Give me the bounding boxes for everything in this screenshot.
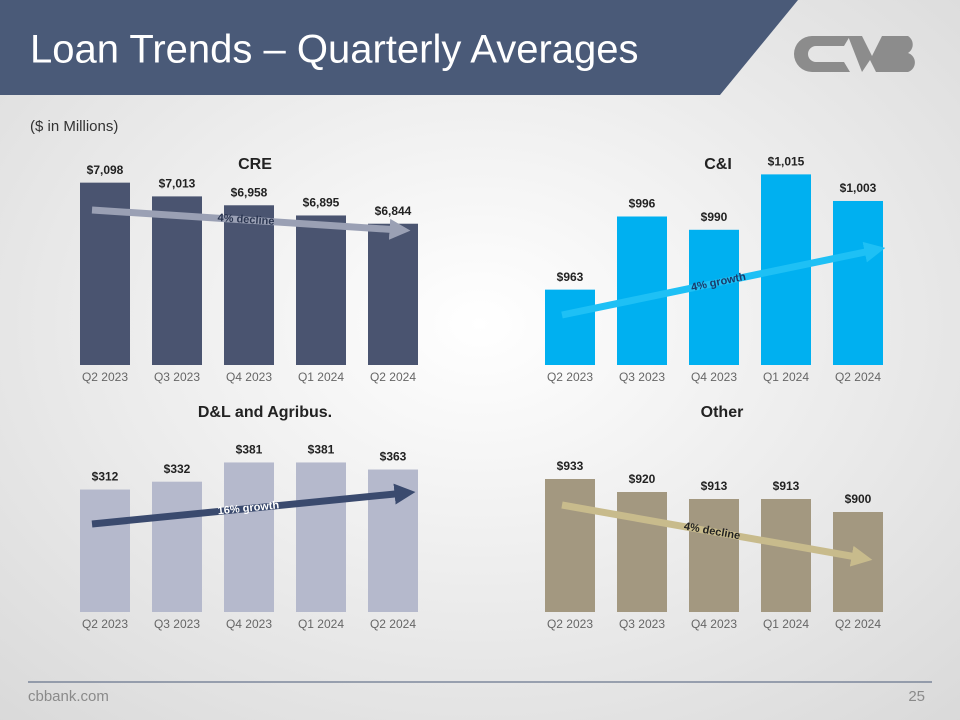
value-label: $332 (164, 462, 191, 476)
chart-title: C&I (704, 156, 732, 173)
value-label: $363 (380, 450, 407, 464)
bar (545, 479, 595, 612)
x-tick-label: Q2 2024 (370, 617, 416, 631)
value-label: $900 (845, 492, 872, 506)
trend-arrow (91, 483, 416, 528)
bar (152, 196, 202, 365)
x-tick-label: Q2 2024 (835, 617, 881, 631)
value-label: $913 (701, 479, 728, 493)
value-label: $996 (629, 197, 656, 211)
footer-site: cbbank.com (28, 688, 109, 705)
value-label: $312 (92, 470, 119, 484)
value-label: $7,013 (159, 177, 196, 191)
x-tick-label: Q2 2023 (547, 370, 593, 384)
x-tick-label: Q3 2023 (154, 617, 200, 631)
bar (761, 499, 811, 612)
trend-arrow (91, 206, 411, 240)
x-tick-label: Q1 2024 (298, 370, 344, 384)
x-tick-label: Q3 2023 (619, 617, 665, 631)
x-tick-label: Q1 2024 (763, 370, 809, 384)
value-label: $963 (557, 270, 584, 284)
x-tick-label: Q3 2023 (154, 370, 200, 384)
value-label: $1,015 (768, 155, 805, 169)
value-label: $913 (773, 479, 800, 493)
bar (224, 205, 274, 365)
trend-arrow (561, 501, 873, 567)
bar (152, 481, 202, 612)
x-tick-label: Q4 2023 (691, 617, 737, 631)
value-label: $381 (308, 443, 335, 457)
bar (368, 223, 418, 365)
x-tick-label: Q2 2023 (82, 370, 128, 384)
value-label: $1,003 (840, 181, 877, 195)
bar (689, 499, 739, 612)
logo (794, 36, 915, 72)
value-label: $933 (557, 459, 584, 473)
bar (617, 492, 667, 612)
chart-title: Other (701, 404, 744, 421)
slide-title: Loan Trends – Quarterly Averages (30, 28, 639, 72)
bar (80, 489, 130, 612)
value-label: $990 (701, 210, 728, 224)
x-tick-label: Q2 2024 (370, 370, 416, 384)
bar (545, 289, 595, 365)
bar (833, 200, 883, 365)
bar (296, 215, 346, 365)
chart-title: D&L and Agribus. (198, 404, 332, 421)
x-tick-label: Q4 2023 (691, 370, 737, 384)
value-label: $7,098 (87, 163, 124, 177)
x-tick-label: Q1 2024 (763, 617, 809, 631)
trend-arrow (561, 241, 886, 319)
chart-title: CRE (238, 156, 272, 173)
page-number: 25 (908, 688, 925, 705)
bar (689, 229, 739, 365)
value-label: $6,958 (231, 185, 268, 199)
value-label: $920 (629, 472, 656, 486)
bar (224, 462, 274, 612)
x-tick-label: Q3 2023 (619, 370, 665, 384)
bar (296, 462, 346, 612)
trend-annotation: 4% decline (217, 212, 275, 228)
x-tick-label: Q1 2024 (298, 617, 344, 631)
x-tick-label: Q2 2023 (547, 617, 593, 631)
x-tick-label: Q2 2024 (835, 370, 881, 384)
value-label: $6,895 (303, 196, 340, 210)
bar (617, 216, 667, 365)
header-band (0, 0, 798, 95)
x-tick-label: Q2 2023 (82, 617, 128, 631)
value-label: $381 (236, 443, 263, 457)
subtitle: ($ in Millions) (30, 118, 118, 135)
x-tick-label: Q4 2023 (226, 370, 272, 384)
bar (833, 512, 883, 612)
x-tick-label: Q4 2023 (226, 617, 272, 631)
value-label: $6,844 (375, 204, 412, 218)
